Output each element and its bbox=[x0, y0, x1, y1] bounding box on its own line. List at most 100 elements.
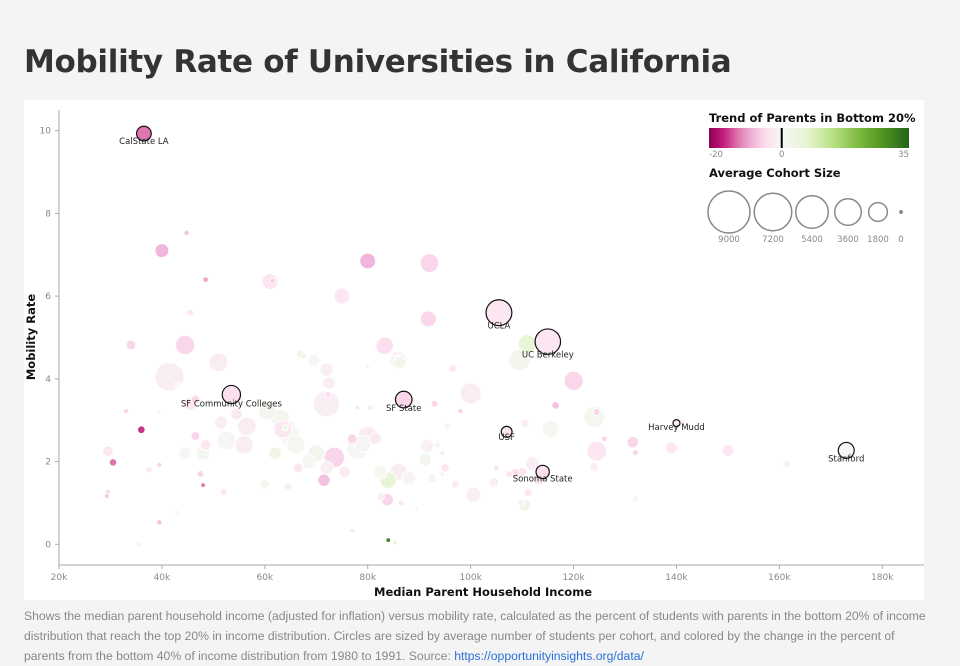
data-point[interactable] bbox=[200, 482, 206, 489]
data-point[interactable] bbox=[283, 482, 293, 491]
data-point[interactable] bbox=[439, 470, 446, 478]
data-point[interactable] bbox=[524, 456, 540, 472]
data-point[interactable] bbox=[721, 444, 735, 457]
data-point[interactable] bbox=[385, 537, 392, 544]
data-point[interactable] bbox=[439, 450, 446, 457]
data-point[interactable] bbox=[190, 431, 201, 441]
data-point[interactable] bbox=[592, 407, 601, 416]
data-point[interactable] bbox=[359, 252, 377, 270]
labeled-point-circle[interactable] bbox=[135, 125, 152, 142]
data-point[interactable] bbox=[319, 362, 334, 377]
data-point[interactable] bbox=[541, 420, 560, 439]
data-point[interactable] bbox=[782, 459, 792, 468]
labeled-point-circle[interactable] bbox=[535, 464, 550, 480]
data-point[interactable] bbox=[213, 415, 229, 430]
data-point[interactable] bbox=[208, 352, 229, 373]
labeled-point[interactable]: UC Berkeley bbox=[522, 328, 574, 360]
data-point[interactable] bbox=[190, 394, 201, 405]
data-point[interactable] bbox=[492, 464, 500, 472]
data-point[interactable] bbox=[145, 465, 154, 474]
labeled-point-circle[interactable] bbox=[534, 328, 562, 355]
labeled-point-circle[interactable] bbox=[394, 390, 413, 409]
data-point[interactable] bbox=[465, 486, 482, 503]
data-point[interactable] bbox=[199, 439, 212, 451]
data-point[interactable] bbox=[373, 464, 388, 480]
data-point[interactable] bbox=[459, 382, 482, 405]
data-point[interactable] bbox=[269, 277, 276, 285]
data-point[interactable] bbox=[419, 310, 437, 328]
data-point[interactable] bbox=[367, 404, 374, 412]
data-point[interactable] bbox=[258, 401, 277, 421]
data-point[interactable] bbox=[234, 435, 254, 455]
data-point[interactable] bbox=[631, 448, 639, 457]
data-point[interactable] bbox=[103, 492, 111, 500]
data-point[interactable] bbox=[300, 352, 307, 360]
data-point[interactable] bbox=[174, 334, 196, 356]
data-point[interactable] bbox=[154, 243, 170, 259]
labeled-point-circle[interactable] bbox=[221, 384, 242, 405]
data-point[interactable] bbox=[301, 454, 317, 470]
labeled-point[interactable]: SF State bbox=[386, 390, 422, 414]
labeled-point[interactable]: UCLA bbox=[485, 299, 513, 332]
data-point[interactable] bbox=[136, 425, 146, 435]
labeled-point[interactable]: CalState LA bbox=[119, 125, 169, 147]
data-point[interactable] bbox=[292, 462, 304, 474]
data-point[interactable] bbox=[354, 404, 361, 411]
data-point[interactable] bbox=[430, 399, 439, 408]
data-point[interactable] bbox=[433, 441, 441, 449]
labeled-point-circle[interactable] bbox=[500, 425, 513, 438]
data-point[interactable] bbox=[664, 441, 678, 455]
data-point[interactable] bbox=[392, 355, 407, 370]
data-point[interactable] bbox=[391, 539, 399, 546]
data-point[interactable] bbox=[312, 390, 341, 418]
data-point[interactable] bbox=[183, 229, 190, 237]
data-point[interactable] bbox=[375, 336, 395, 356]
data-point[interactable] bbox=[520, 418, 530, 428]
data-point[interactable] bbox=[419, 438, 435, 454]
labeled-point[interactable]: USF bbox=[498, 425, 515, 443]
data-point[interactable] bbox=[401, 470, 417, 486]
labeled-point-circle[interactable] bbox=[837, 441, 855, 460]
data-point[interactable] bbox=[286, 435, 306, 455]
data-point[interactable] bbox=[349, 527, 356, 534]
data-point[interactable] bbox=[156, 408, 163, 414]
labeled-point-circle[interactable] bbox=[485, 299, 513, 327]
data-point[interactable] bbox=[196, 470, 205, 478]
data-point[interactable] bbox=[346, 433, 358, 445]
labeled-point[interactable]: Stanford bbox=[828, 441, 864, 464]
data-point[interactable] bbox=[456, 407, 464, 415]
data-point[interactable] bbox=[178, 446, 192, 461]
data-point[interactable] bbox=[307, 353, 321, 367]
data-point[interactable] bbox=[448, 364, 457, 373]
data-point[interactable] bbox=[333, 287, 351, 305]
data-point[interactable] bbox=[517, 499, 525, 507]
data-point[interactable] bbox=[551, 401, 560, 410]
data-point[interactable] bbox=[101, 445, 114, 458]
data-point[interactable] bbox=[488, 476, 500, 488]
data-point[interactable] bbox=[319, 460, 334, 475]
data-point[interactable] bbox=[376, 492, 385, 502]
data-point[interactable] bbox=[216, 431, 237, 451]
data-point[interactable] bbox=[631, 495, 640, 503]
data-point[interactable] bbox=[230, 407, 243, 421]
data-point[interactable] bbox=[108, 458, 118, 467]
data-point[interactable] bbox=[236, 416, 257, 437]
data-point[interactable] bbox=[259, 479, 271, 490]
data-point[interactable] bbox=[322, 376, 336, 390]
data-point[interactable] bbox=[324, 390, 333, 399]
data-point[interactable] bbox=[626, 435, 640, 449]
labeled-point[interactable]: Sonoma State bbox=[513, 464, 573, 485]
data-point[interactable] bbox=[173, 381, 181, 389]
data-point[interactable] bbox=[338, 465, 351, 479]
labeled-point-circle[interactable] bbox=[672, 419, 681, 428]
data-point[interactable] bbox=[317, 473, 331, 487]
labeled-point[interactable]: SF Community Colleges bbox=[181, 384, 283, 410]
data-point[interactable] bbox=[443, 422, 452, 431]
data-point[interactable] bbox=[156, 461, 163, 469]
data-point[interactable] bbox=[369, 432, 382, 446]
data-point[interactable] bbox=[122, 407, 130, 415]
data-point[interactable] bbox=[427, 473, 437, 484]
data-point[interactable] bbox=[418, 452, 433, 467]
data-point[interactable] bbox=[413, 506, 420, 513]
data-point[interactable] bbox=[563, 370, 584, 392]
